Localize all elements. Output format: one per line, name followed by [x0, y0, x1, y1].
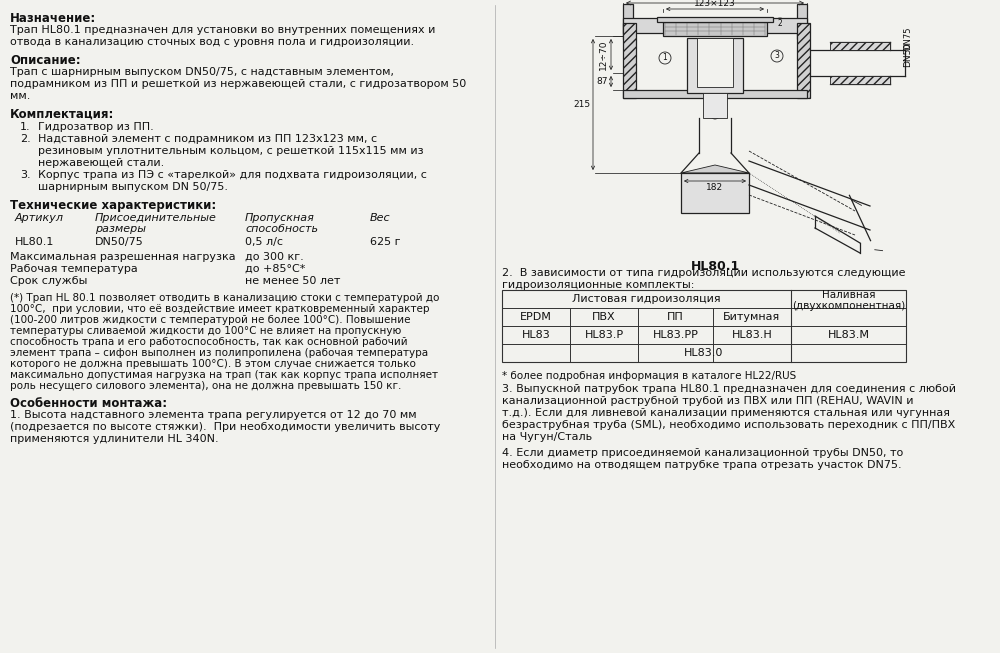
Text: нержавеющей стали.: нержавеющей стали.	[38, 158, 164, 168]
Text: Технические характеристики:: Технические характеристики:	[10, 199, 216, 212]
Text: т.д.). Если для ливневой канализации применяются стальная или чугунная: т.д.). Если для ливневой канализации при…	[502, 408, 950, 418]
Bar	[797, 23, 810, 98]
Text: размеры: размеры	[95, 224, 146, 234]
Text: Рабочая температура: Рабочая температура	[10, 264, 138, 274]
Text: DN75: DN75	[904, 26, 912, 50]
Text: Максимальная разрешенная нагрузка: Максимальная разрешенная нагрузка	[10, 252, 236, 262]
Text: HL83: HL83	[522, 330, 550, 340]
Text: до +85°С*: до +85°С*	[245, 264, 305, 274]
Text: Трап с шарнирным выпуском DN50/75, с надставным элементом,: Трап с шарнирным выпуском DN50/75, с над…	[10, 67, 394, 77]
Bar	[681, 173, 749, 213]
Text: температуры сливаемой жидкости до 100°С не влияет на пропускную: температуры сливаемой жидкости до 100°С …	[10, 326, 401, 336]
Text: до 300 кг.: до 300 кг.	[245, 252, 304, 262]
Text: 3. Выпускной патрубок трапа HL80.1 предназначен для соединения с любой: 3. Выпускной патрубок трапа HL80.1 предн…	[502, 384, 956, 394]
Text: элемент трапа – сифон выполнен из полипропилена (рабочая температура: элемент трапа – сифон выполнен из полипр…	[10, 348, 428, 358]
Text: которого не должна превышать 100°С). В этом случае снижается только: которого не должна превышать 100°С). В э…	[10, 359, 416, 369]
Text: DN50/75: DN50/75	[95, 237, 144, 247]
Text: 87: 87	[596, 77, 608, 86]
Text: Пропускная: Пропускная	[245, 213, 315, 223]
Text: не менее 50 лет: не менее 50 лет	[245, 276, 340, 286]
Text: шарнирным выпуском DN 50/75.: шарнирным выпуском DN 50/75.	[38, 182, 228, 192]
Text: 182: 182	[706, 183, 724, 192]
Text: максимально допустимая нагрузка на трап (так как корпус трапа исполняет: максимально допустимая нагрузка на трап …	[10, 370, 438, 380]
Text: Надставной элемент с подрамником из ПП 123х123 мм, с: Надставной элемент с подрамником из ПП 1…	[38, 134, 377, 144]
Text: подрамником из ПП и решеткой из нержавеющей стали, с гидрозатвором 50: подрамником из ПП и решеткой из нержавею…	[10, 79, 466, 89]
Text: HL83.P: HL83.P	[584, 330, 624, 340]
Text: 3.: 3.	[20, 170, 31, 180]
Text: 4. Если диаметр присоединяемой канализационной трубы DN50, то: 4. Если диаметр присоединяемой канализац…	[502, 448, 903, 458]
Bar	[623, 90, 807, 98]
Bar	[687, 38, 743, 93]
Text: 1.: 1.	[20, 122, 31, 132]
Text: 1. Высота надставного элемента трапа регулируется от 12 до 70 мм: 1. Высота надставного элемента трапа рег…	[10, 410, 417, 420]
Text: 12÷70: 12÷70	[599, 39, 608, 70]
Bar	[502, 290, 906, 362]
Text: необходимо на отводящем патрубке трапа отрезать участок DN75.: необходимо на отводящем патрубке трапа о…	[502, 460, 902, 470]
Text: HL80.1: HL80.1	[690, 260, 740, 273]
Text: мм.: мм.	[10, 91, 30, 101]
Text: 3: 3	[775, 52, 779, 61]
Bar	[623, 18, 807, 33]
Text: Ø220: Ø220	[702, 0, 728, 1]
Text: 100°С,  при условии, что её воздействие имеет кратковременный характер: 100°С, при условии, что её воздействие и…	[10, 304, 430, 314]
Text: HL80.1: HL80.1	[15, 237, 54, 247]
Text: Особенности монтажа:: Особенности монтажа:	[10, 397, 167, 410]
Bar	[697, 38, 733, 87]
Bar	[703, 93, 727, 118]
Bar	[623, 23, 636, 98]
Text: способность трапа и его работоспособность, так как основной рабочий: способность трапа и его работоспособност…	[10, 337, 408, 347]
Text: 1: 1	[663, 54, 667, 63]
Text: 215: 215	[573, 100, 590, 109]
Text: (подрезается по высоте стяжки).  При необходимости увеличить высоту: (подрезается по высоте стяжки). При необ…	[10, 422, 440, 432]
Bar	[797, 4, 807, 39]
Text: (*) Трап HL 80.1 позволяет отводить в канализацию стоки с температурой до: (*) Трап HL 80.1 позволяет отводить в ка…	[10, 293, 439, 303]
Text: (100-200 литров жидкости с температурой не более 100°С). Повышение: (100-200 литров жидкости с температурой …	[10, 315, 411, 325]
Text: 2.  В зависимости от типа гидроизоляции используются следующие: 2. В зависимости от типа гидроизоляции и…	[502, 268, 906, 278]
Text: гидроизоляционные комплекты:: гидроизоляционные комплекты:	[502, 280, 694, 290]
Text: безраструбная труба (SML), необходимо использовать переходник с ПП/ПВХ: безраструбная труба (SML), необходимо ис…	[502, 420, 955, 430]
Text: Комплектация:: Комплектация:	[10, 108, 114, 121]
Text: Срок службы: Срок службы	[10, 276, 87, 286]
Text: Назначение:: Назначение:	[10, 12, 96, 25]
Text: Гидрозатвор из ПП.: Гидрозатвор из ПП.	[38, 122, 154, 132]
Text: Корпус трапа из ПЭ с «тарелкой» для подхвата гидроизоляции, с: Корпус трапа из ПЭ с «тарелкой» для подх…	[38, 170, 427, 180]
Polygon shape	[681, 165, 749, 173]
Bar	[830, 76, 890, 84]
Bar	[657, 17, 773, 22]
Text: Присоединительные: Присоединительные	[95, 213, 217, 223]
Text: канализационной раструбной трубой из ПВХ или ПП (REHAU, WAVIN и: канализационной раструбной трубой из ПВХ…	[502, 396, 914, 406]
Text: HL83.0: HL83.0	[684, 348, 724, 358]
Text: 2: 2	[778, 20, 782, 29]
Text: 0,5 л/с: 0,5 л/с	[245, 237, 283, 247]
Text: ПП: ПП	[667, 312, 684, 322]
Text: Вес: Вес	[370, 213, 391, 223]
Bar	[830, 42, 890, 50]
Bar	[663, 22, 767, 36]
Text: * более подробная информация в каталоге HL22/RUS: * более подробная информация в каталоге …	[502, 371, 796, 381]
Text: Битумная: Битумная	[723, 312, 781, 322]
Text: Артикул: Артикул	[15, 213, 64, 223]
Text: HL83.M: HL83.M	[828, 330, 870, 340]
Text: HL83.PP: HL83.PP	[653, 330, 698, 340]
Text: на Чугун/Сталь: на Чугун/Сталь	[502, 432, 592, 442]
Text: HL83.H: HL83.H	[732, 330, 772, 340]
Text: 2.: 2.	[20, 134, 31, 144]
Text: (двухкомпонентная): (двухкомпонентная)	[792, 301, 905, 311]
Bar	[623, 4, 633, 39]
Text: отвода в канализацию сточных вод с уровня пола и гидроизоляции.: отвода в канализацию сточных вод с уровн…	[10, 37, 414, 47]
Text: резиновым уплотнительным кольцом, с решеткой 115х115 мм из: резиновым уплотнительным кольцом, с реше…	[38, 146, 424, 156]
Text: применяются удлинители HL 340N.: применяются удлинители HL 340N.	[10, 434, 219, 444]
Text: способность: способность	[245, 224, 318, 234]
Text: Листовая гидроизоляция: Листовая гидроизоляция	[572, 294, 721, 304]
Text: роль несущего силового элемента), она не должна превышать 150 кг.: роль несущего силового элемента), она не…	[10, 381, 401, 391]
Text: ПВХ: ПВХ	[592, 312, 616, 322]
Text: Описание:: Описание:	[10, 54, 81, 67]
Text: DN50: DN50	[904, 42, 912, 67]
Text: 123×123: 123×123	[694, 0, 736, 8]
Text: Наливная: Наливная	[822, 290, 875, 300]
Text: 625 г: 625 г	[370, 237, 400, 247]
Text: Трап HL80.1 предназначен для установки во внутренних помещениях и: Трап HL80.1 предназначен для установки в…	[10, 25, 435, 35]
Text: EPDM: EPDM	[520, 312, 552, 322]
